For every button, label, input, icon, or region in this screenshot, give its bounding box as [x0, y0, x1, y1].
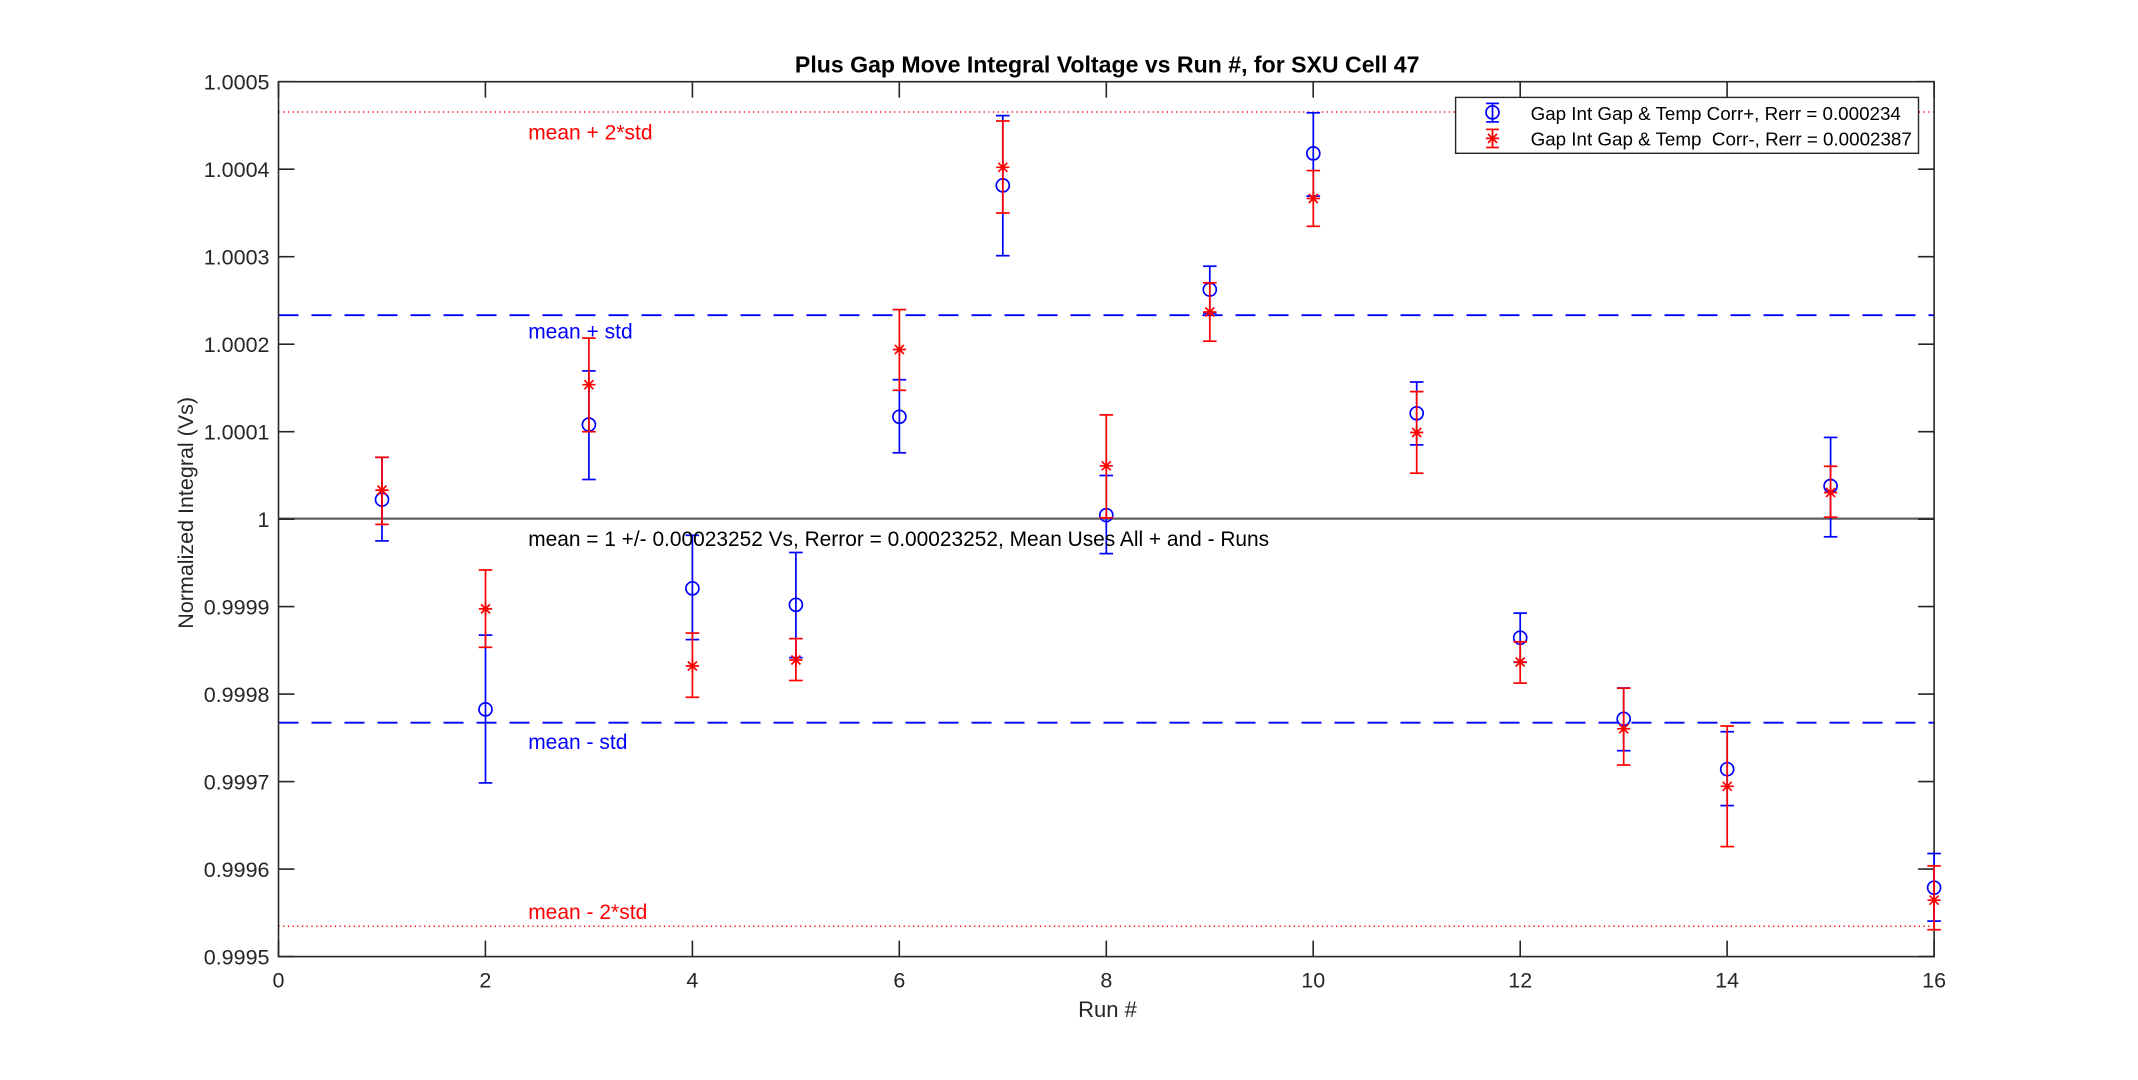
svg-text:0.9996: 0.9996: [204, 858, 270, 882]
svg-text:10: 10: [1301, 969, 1325, 993]
svg-text:1.0004: 1.0004: [204, 158, 270, 182]
svg-text:12: 12: [1508, 969, 1532, 993]
svg-text:2: 2: [479, 969, 491, 993]
svg-text:Run #: Run #: [1078, 997, 1137, 1022]
svg-text:1.0003: 1.0003: [204, 246, 270, 270]
svg-text:6: 6: [893, 969, 905, 993]
svg-text:4: 4: [686, 969, 698, 993]
svg-text:8: 8: [1100, 969, 1112, 993]
svg-text:Gap Int Gap & Temp Corr-, Rer: Gap Int Gap & Temp Corr-, Rerr = 0.00023…: [1531, 128, 1912, 149]
svg-text:Normalized Integral (Vs): Normalized Integral (Vs): [174, 397, 198, 629]
svg-text:Plus Gap Move Integral Voltage: Plus Gap Move Integral Voltage vs Run #,…: [795, 51, 1420, 77]
svg-text:0.9995: 0.9995: [204, 946, 270, 970]
svg-text:0.9999: 0.9999: [204, 596, 270, 620]
svg-text:mean + 2*std: mean + 2*std: [528, 121, 652, 144]
svg-text:1.0002: 1.0002: [204, 333, 270, 357]
svg-text:1.0001: 1.0001: [204, 421, 270, 445]
svg-text:16: 16: [1922, 969, 1946, 993]
svg-text:mean - 2*std: mean - 2*std: [528, 901, 647, 924]
svg-text:14: 14: [1715, 969, 1739, 993]
svg-text:1: 1: [258, 508, 270, 532]
svg-text:mean = 1 +/- 0.00023252 Vs, Re: mean = 1 +/- 0.00023252 Vs, Rerror = 0.0…: [528, 528, 1269, 551]
svg-text:mean - std: mean - std: [528, 731, 627, 754]
svg-text:mean + std: mean + std: [528, 321, 632, 344]
svg-text:0.9998: 0.9998: [204, 683, 270, 707]
svg-text:1.0005: 1.0005: [204, 71, 270, 95]
svg-text:0: 0: [273, 969, 285, 993]
svg-text:0.9997: 0.9997: [204, 771, 270, 795]
svg-text:Gap Int Gap & Temp Corr+, Rerr: Gap Int Gap & Temp Corr+, Rerr = 0.00023…: [1531, 103, 1901, 124]
